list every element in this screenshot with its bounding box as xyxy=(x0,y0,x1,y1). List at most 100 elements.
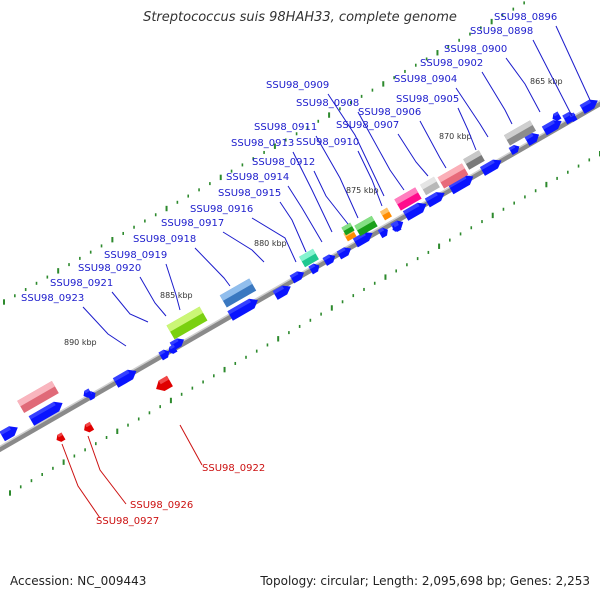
gene-teal[interactable] xyxy=(299,248,319,268)
gene-label-ssu98-0900[interactable]: SSU98_0900 xyxy=(444,44,507,55)
scale-labels: 865 kbp 870 kbp 875 kbp 880 kbp 885 kbp … xyxy=(64,77,563,347)
gene-forward[interactable] xyxy=(227,295,260,321)
gene-forward[interactable] xyxy=(158,348,171,361)
leader-line xyxy=(419,120,447,169)
gene-lime[interactable] xyxy=(166,306,208,340)
gene-forward[interactable] xyxy=(0,423,21,442)
gene-label-ssu98-0921[interactable]: SSU98_0921 xyxy=(50,278,113,289)
gene-label-ssu98-0920[interactable]: SSU98_0920 xyxy=(78,263,141,274)
scale-label-870: 870 kbp xyxy=(439,132,472,141)
leader-line xyxy=(139,276,167,317)
leader-line xyxy=(357,150,383,207)
genome-summary: Topology: circular; Length: 2,095,698 bp… xyxy=(260,574,590,588)
gene-orange[interactable] xyxy=(380,207,392,221)
gene-label-ssu98-0912[interactable]: SSU98_0912 xyxy=(252,157,315,168)
gene-forward[interactable] xyxy=(479,156,504,176)
leader-line xyxy=(555,25,591,101)
gene-label-ssu98-0910[interactable]: SSU98_0910 xyxy=(296,137,359,148)
scale-ticks xyxy=(3,1,600,496)
gene-label-ssu98-0927[interactable]: SSU98_0927 xyxy=(96,516,159,527)
gene-label-ssu98-0922[interactable]: SSU98_0922 xyxy=(202,463,265,474)
leader-line xyxy=(165,263,181,311)
gene-red-small[interactable] xyxy=(55,432,66,444)
gene-forward[interactable] xyxy=(28,398,66,426)
gene-reverse[interactable] xyxy=(551,111,562,123)
gene-label-ssu98-0913[interactable]: SSU98_0913 xyxy=(231,138,294,149)
gene-green-small[interactable] xyxy=(341,222,355,236)
gene-label-ssu98-0911[interactable]: SSU98_0911 xyxy=(254,122,317,133)
leader-line xyxy=(505,57,541,113)
gene-label-ssu98-0918[interactable]: SSU98_0918 xyxy=(133,234,196,245)
gene-track xyxy=(0,96,600,444)
gene-label-ssu98-0904[interactable]: SSU98_0904 xyxy=(394,74,457,85)
gene-grey[interactable] xyxy=(504,120,536,146)
gene-forward[interactable] xyxy=(508,143,522,155)
gene-label-ssu98-0896[interactable]: SSU98_0896 xyxy=(494,12,557,23)
gene-label-ssu98-0898[interactable]: SSU98_0898 xyxy=(470,26,533,37)
gene-label-ssu98-0914[interactable]: SSU98_0914 xyxy=(226,172,289,183)
label-leader-lines xyxy=(61,25,591,519)
leader-line xyxy=(279,201,307,253)
gene-reverse[interactable] xyxy=(391,222,402,234)
gene-label-ssu98-0915[interactable]: SSU98_0915 xyxy=(218,188,281,199)
gene-label-ssu98-0917[interactable]: SSU98_0917 xyxy=(161,218,224,229)
scale-label-865: 865 kbp xyxy=(530,77,563,86)
leader-line xyxy=(532,39,573,117)
gene-label-ssu98-0909[interactable]: SSU98_0909 xyxy=(266,80,329,91)
gene-labels: SSU98_0896 SSU98_0898 SSU98_0900 SSU98_0… xyxy=(21,12,557,527)
gene-pink[interactable] xyxy=(17,380,59,414)
gene-forward[interactable] xyxy=(336,245,354,260)
gene-reverse[interactable] xyxy=(567,112,578,124)
leader-line xyxy=(327,93,385,197)
gene-label-ssu98-0908[interactable]: SSU98_0908 xyxy=(296,98,359,109)
gene-label-ssu98-0926[interactable]: SSU98_0926 xyxy=(130,500,193,511)
gene-red[interactable] xyxy=(153,375,173,394)
gene-forward[interactable] xyxy=(424,189,447,208)
gene-pink[interactable] xyxy=(437,163,469,189)
gene-forward[interactable] xyxy=(272,282,294,300)
genome-title: Streptococcus suis 98HAH33, complete gen… xyxy=(143,10,457,25)
leader-line xyxy=(87,435,127,505)
gene-lightgrey[interactable] xyxy=(420,176,440,196)
gene-forward[interactable] xyxy=(308,262,321,275)
gene-label-ssu98-0902[interactable]: SSU98_0902 xyxy=(420,58,483,69)
gene-label-ssu98-0916[interactable]: SSU98_0916 xyxy=(190,204,253,215)
gene-red-small[interactable] xyxy=(82,421,95,434)
leader-line xyxy=(287,185,323,243)
gene-reverse[interactable] xyxy=(82,388,93,400)
leader-line xyxy=(481,71,513,125)
gene-forward[interactable] xyxy=(377,226,390,239)
leader-line xyxy=(111,291,149,323)
leader-line xyxy=(397,133,429,177)
leader-line xyxy=(82,306,127,347)
gene-steelblue[interactable] xyxy=(219,278,257,308)
leader-line xyxy=(455,87,489,138)
scale-label-880: 880 kbp xyxy=(254,239,287,248)
gene-forward[interactable] xyxy=(289,269,307,284)
leader-line xyxy=(457,107,477,151)
gene-forward[interactable] xyxy=(112,366,139,388)
gene-label-ssu98-0923[interactable]: SSU98_0923 xyxy=(21,293,84,304)
gene-grey[interactable] xyxy=(463,150,485,170)
leader-line xyxy=(315,135,359,219)
gene-forward[interactable] xyxy=(322,252,338,266)
leader-line xyxy=(357,111,405,191)
gene-reverse[interactable] xyxy=(167,344,178,356)
gene-forward[interactable] xyxy=(402,199,429,221)
gene-label-ssu98-0919[interactable]: SSU98_0919 xyxy=(104,250,167,261)
gene-forward[interactable] xyxy=(541,117,564,136)
gene-label-ssu98-0905[interactable]: SSU98_0905 xyxy=(396,94,459,105)
gene-green[interactable] xyxy=(354,215,378,237)
gene-forward[interactable] xyxy=(524,130,541,146)
scale-label-890: 890 kbp xyxy=(64,338,97,347)
gene-label-ssu98-0907[interactable]: SSU98_0907 xyxy=(336,120,399,131)
gene-label-ssu98-0906[interactable]: SSU98_0906 xyxy=(358,107,421,118)
gene-magenta[interactable] xyxy=(394,187,422,211)
leader-line xyxy=(222,231,265,263)
leader-line xyxy=(292,151,333,233)
leader-line xyxy=(194,247,231,287)
leader-line xyxy=(179,424,203,466)
gene-forward[interactable] xyxy=(579,96,600,114)
